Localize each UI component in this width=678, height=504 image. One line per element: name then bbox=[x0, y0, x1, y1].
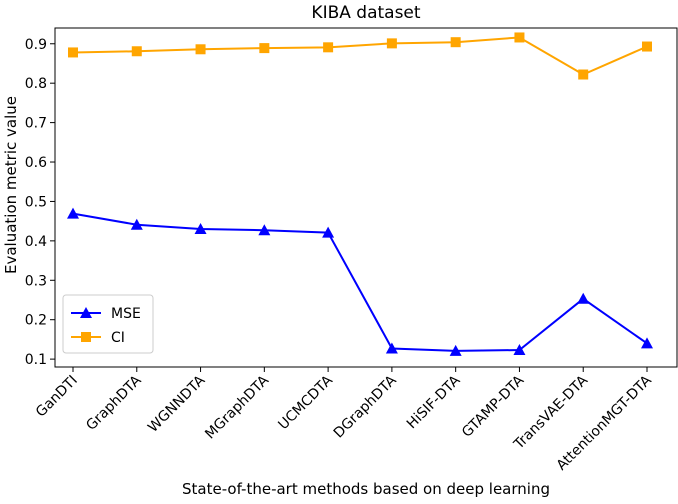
ci-data-point bbox=[131, 46, 142, 57]
x-tick-label: DGraphDTA bbox=[331, 372, 400, 441]
y-tick-label: 0.1 bbox=[25, 352, 47, 368]
x-tick-label: UCMCDTA bbox=[275, 372, 336, 433]
legend-box bbox=[62, 294, 154, 354]
mse-data-point bbox=[577, 292, 590, 304]
y-tick-label: 0.2 bbox=[25, 313, 47, 329]
ci-data-point bbox=[323, 42, 334, 53]
ci-data-point bbox=[259, 43, 270, 54]
x-tick-label: WGNNDTA bbox=[145, 372, 209, 436]
x-tick-label: GraphDTA bbox=[83, 372, 145, 434]
legend-mse-label: MSE bbox=[111, 306, 141, 322]
y-tick-label: 0.5 bbox=[25, 194, 47, 210]
chart-title: KIBA dataset bbox=[311, 3, 420, 23]
mse-data-point bbox=[449, 344, 462, 356]
mse-data-point bbox=[194, 223, 207, 235]
legend-mse-marker bbox=[80, 307, 92, 318]
mse-data-point bbox=[67, 207, 79, 219]
plot-frame bbox=[54, 27, 678, 368]
ci-data-point bbox=[195, 44, 206, 55]
x-tick-label: HiSIF-DTA bbox=[404, 372, 464, 432]
y-tick-label: 0.3 bbox=[25, 273, 47, 289]
ci-data-point bbox=[642, 41, 652, 52]
y-tick-label: 0.8 bbox=[25, 76, 47, 92]
y-tick-label: 0.6 bbox=[25, 155, 47, 171]
ci-series-line bbox=[72, 36, 648, 76]
y-axis-label: Evaluation metric value bbox=[2, 96, 20, 274]
legend-ci-marker bbox=[81, 332, 91, 342]
mse-series-line bbox=[72, 212, 648, 352]
ci-data-point bbox=[450, 37, 461, 48]
legend-ci-label: CI bbox=[111, 330, 125, 346]
mse-data-point bbox=[513, 344, 526, 356]
x-tick-label: GTAMP-DTA bbox=[459, 372, 528, 441]
mse-data-point bbox=[322, 226, 335, 238]
ci-data-point bbox=[386, 38, 397, 49]
mse-data-point bbox=[258, 224, 271, 236]
mse-data-point bbox=[385, 342, 398, 354]
x-tick-label: GanDTI bbox=[33, 373, 81, 421]
ci-data-point bbox=[68, 47, 78, 58]
mse-data-point bbox=[641, 337, 653, 349]
y-tick-label: 0.4 bbox=[25, 234, 47, 250]
x-axis-label: State-of-the-art methods based on deep l… bbox=[182, 480, 550, 498]
y-tick-label: 0.9 bbox=[25, 37, 47, 53]
x-tick-label: MGraphDTA bbox=[202, 372, 272, 442]
y-tick-label: 0.7 bbox=[25, 116, 47, 132]
mse-data-point bbox=[130, 218, 143, 230]
ci-data-point bbox=[578, 69, 589, 80]
ci-data-point bbox=[514, 32, 525, 43]
